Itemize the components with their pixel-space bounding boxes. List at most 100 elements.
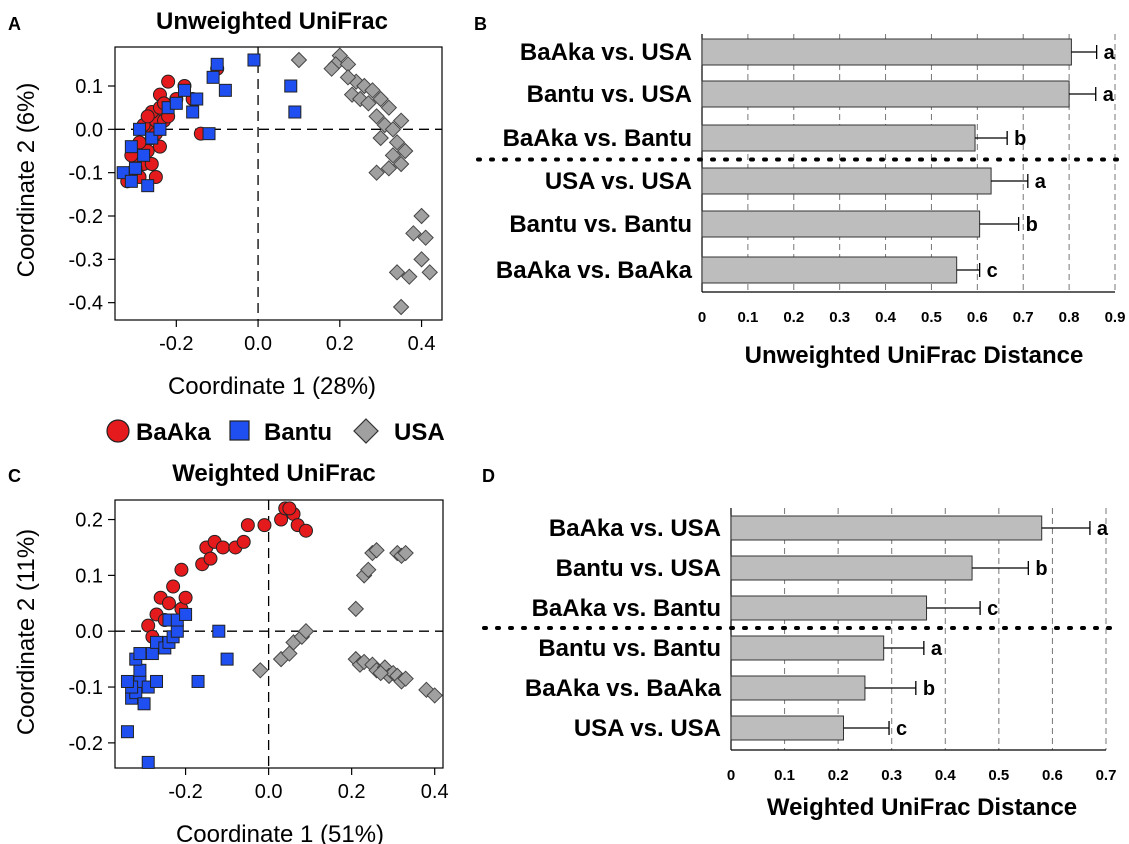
- point-bantu: [153, 122, 167, 136]
- point-usa: [368, 108, 385, 125]
- point-baaka: [166, 579, 181, 594]
- point-usa: [360, 95, 377, 112]
- significance-letter-b: a: [1103, 84, 1115, 106]
- significance-letter-d: b: [1035, 558, 1047, 580]
- point-usa: [252, 662, 269, 679]
- point-usa: [397, 142, 414, 160]
- bar-b: [701, 80, 1070, 108]
- point-baaka: [257, 518, 272, 533]
- significance-letter-b: b: [1026, 214, 1038, 236]
- category-label-d: BaAka vs. USA: [549, 515, 721, 542]
- legend-marker-baaka: [106, 419, 130, 443]
- point-usa: [368, 542, 385, 559]
- point-bantu: [128, 161, 142, 175]
- category-label-d: Bantu vs. Bantu: [538, 635, 721, 662]
- point-usa: [392, 298, 410, 316]
- significance-letter-b: a: [1035, 171, 1047, 193]
- bar-b: [701, 38, 1072, 66]
- y-tick-label-c: -0.1: [69, 677, 103, 699]
- point-usa: [405, 225, 422, 242]
- point-bantu: [190, 92, 204, 106]
- x-tick-label-d: 0.2: [828, 767, 849, 784]
- x-tick-label-c: -0.2: [168, 781, 202, 803]
- panel-letter-c: C: [8, 466, 21, 486]
- x-tick-label-a: -0.2: [159, 333, 193, 355]
- point-usa: [339, 69, 357, 86]
- x-tick-label-b: 0.6: [967, 309, 988, 326]
- legend-label-baaka: BaAka: [136, 419, 211, 446]
- category-label-d: BaAka vs. BaAka: [525, 675, 722, 702]
- point-usa: [372, 90, 389, 108]
- point-bantu: [210, 57, 224, 71]
- x-tick-label-a: 0.0: [244, 333, 272, 355]
- point-bantu: [120, 725, 134, 739]
- point-usa: [364, 82, 381, 99]
- y-tick-label-c: 0.2: [75, 510, 103, 532]
- bar-b: [701, 167, 992, 195]
- point-bantu: [220, 652, 234, 666]
- point-bantu: [284, 79, 298, 93]
- point-bantu: [137, 148, 151, 162]
- point-usa: [413, 207, 430, 225]
- x-tick-label-d: 0.3: [881, 767, 902, 784]
- category-label-b: USA vs. USA: [545, 168, 692, 195]
- category-label-b: Bantu vs. USA: [527, 81, 692, 108]
- point-usa: [380, 99, 398, 116]
- chart-title-c: Weighted UniFrac: [172, 460, 376, 487]
- point-usa: [401, 268, 418, 285]
- point-usa: [392, 155, 410, 173]
- point-usa: [417, 229, 434, 246]
- category-label-d: Bantu vs. USA: [556, 555, 721, 582]
- panel-letter-a: A: [8, 14, 21, 34]
- y-tick-label-a: -0.1: [69, 163, 103, 185]
- significance-letter-d: a: [931, 638, 943, 660]
- y-axis-label-a: Coordinate 2 (6%): [13, 83, 40, 278]
- plot-frame-c: [114, 499, 444, 769]
- point-bantu: [212, 624, 226, 638]
- point-baaka: [236, 534, 251, 549]
- bar-d: [730, 715, 844, 741]
- significance-letter-b: c: [987, 260, 998, 282]
- scatter-panel-a: Unweighted UniFrac Coordinate 1 (28%) Co…: [13, 8, 443, 400]
- point-bantu: [186, 105, 200, 119]
- x-tick-label-d: 0.5: [988, 767, 1009, 784]
- point-bantu: [170, 624, 184, 638]
- point-baaka: [161, 74, 176, 89]
- point-bantu: [133, 647, 147, 661]
- significance-letter-b: b: [1014, 128, 1026, 150]
- bar-d: [730, 595, 928, 621]
- point-usa: [397, 670, 414, 687]
- point-baaka: [174, 562, 189, 577]
- bar-b: [701, 256, 958, 284]
- point-baaka: [282, 501, 297, 516]
- point-baaka: [215, 540, 230, 555]
- category-label-d: USA vs. USA: [574, 715, 721, 742]
- point-usa: [368, 164, 385, 181]
- point-baaka: [178, 590, 193, 605]
- x-axis-label-d: Weighted UniFrac Distance: [767, 794, 1077, 821]
- point-bantu: [191, 674, 205, 688]
- point-usa: [372, 129, 389, 147]
- x-tick-label-d: 0.7: [1096, 767, 1117, 784]
- point-usa: [388, 264, 406, 281]
- point-bantu: [133, 122, 147, 136]
- y-tick-label-a: 0.0: [75, 119, 103, 141]
- x-tick-label-b: 0.4: [875, 309, 897, 326]
- point-bantu: [124, 174, 138, 188]
- point-usa: [372, 664, 389, 682]
- point-usa: [384, 121, 402, 138]
- point-bantu: [141, 755, 155, 769]
- x-tick-label-d: 0.4: [935, 767, 957, 784]
- point-baaka: [161, 596, 176, 611]
- x-tick-label-b: 0.1: [737, 309, 758, 326]
- y-tick-label-a: 0.1: [75, 76, 103, 98]
- scatter-panel-c: Weighted UniFrac Coordinate 1 (51%) Coor…: [13, 460, 449, 844]
- point-bantu: [137, 697, 151, 711]
- x-tick-label-d: 0.6: [1042, 767, 1063, 784]
- x-tick-label-b: 0: [698, 309, 706, 326]
- x-tick-label-b: 0.8: [1059, 309, 1080, 326]
- x-axis-label-b: Unweighted UniFrac Distance: [745, 342, 1084, 369]
- point-usa: [347, 600, 365, 618]
- point-bantu: [150, 674, 164, 688]
- category-label-b: BaAka vs. Bantu: [503, 125, 692, 152]
